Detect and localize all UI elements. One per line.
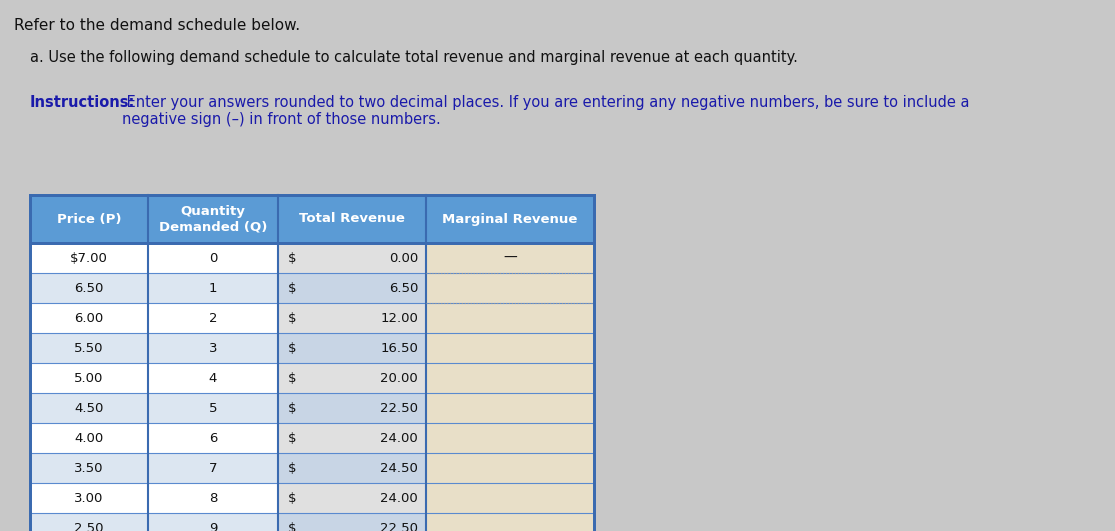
Text: 6.50: 6.50: [75, 281, 104, 295]
Bar: [30, 453, 148, 483]
Bar: [148, 513, 278, 531]
Bar: [148, 273, 278, 303]
Text: a. Use the following demand schedule to calculate total revenue and marginal rev: a. Use the following demand schedule to …: [30, 50, 798, 65]
Bar: [278, 483, 426, 513]
Text: $7.00: $7.00: [70, 252, 108, 264]
Bar: [148, 363, 278, 393]
Text: 16.50: 16.50: [380, 341, 418, 355]
Bar: [278, 453, 426, 483]
Text: 5.50: 5.50: [75, 341, 104, 355]
Bar: [426, 483, 594, 513]
Text: Price (P): Price (P): [57, 212, 122, 226]
Text: 24.00: 24.00: [380, 432, 418, 444]
Text: 3: 3: [209, 341, 217, 355]
Text: 8: 8: [209, 492, 217, 504]
Text: Total Revenue: Total Revenue: [299, 212, 405, 226]
Text: 4.50: 4.50: [75, 401, 104, 415]
Bar: [426, 513, 594, 531]
Bar: [426, 333, 594, 363]
Text: $: $: [288, 281, 297, 295]
Text: 5.00: 5.00: [75, 372, 104, 384]
Text: 22.50: 22.50: [380, 401, 418, 415]
Text: 2: 2: [209, 312, 217, 324]
Bar: [30, 363, 148, 393]
Text: $: $: [288, 521, 297, 531]
Text: 3.50: 3.50: [75, 461, 104, 475]
Text: 24.00: 24.00: [380, 492, 418, 504]
Bar: [426, 273, 594, 303]
Bar: [148, 423, 278, 453]
Text: $: $: [288, 432, 297, 444]
Text: 3.00: 3.00: [75, 492, 104, 504]
Bar: [278, 273, 426, 303]
Bar: [30, 423, 148, 453]
Text: 24.50: 24.50: [380, 461, 418, 475]
Bar: [426, 393, 594, 423]
Text: $: $: [288, 252, 297, 264]
Bar: [278, 333, 426, 363]
Text: 1: 1: [209, 281, 217, 295]
Text: 6.50: 6.50: [389, 281, 418, 295]
Text: 4.00: 4.00: [75, 432, 104, 444]
Text: 7: 7: [209, 461, 217, 475]
Text: —: —: [503, 251, 517, 265]
Bar: [148, 303, 278, 333]
Bar: [426, 243, 594, 273]
Text: $: $: [288, 401, 297, 415]
Bar: [426, 363, 594, 393]
Bar: [30, 273, 148, 303]
Text: 2.50: 2.50: [75, 521, 104, 531]
Text: $: $: [288, 461, 297, 475]
Bar: [278, 513, 426, 531]
Bar: [426, 423, 594, 453]
Bar: [148, 483, 278, 513]
Bar: [148, 333, 278, 363]
Bar: [148, 453, 278, 483]
Bar: [426, 453, 594, 483]
Bar: [278, 243, 426, 273]
Text: 6.00: 6.00: [75, 312, 104, 324]
Text: $: $: [288, 341, 297, 355]
Bar: [30, 333, 148, 363]
Bar: [426, 303, 594, 333]
Bar: [278, 303, 426, 333]
Text: 6: 6: [209, 432, 217, 444]
Bar: [30, 393, 148, 423]
Bar: [278, 423, 426, 453]
Text: Refer to the demand schedule below.: Refer to the demand schedule below.: [14, 18, 300, 33]
Bar: [30, 243, 148, 273]
Text: Enter your answers rounded to two decimal places. If you are entering any negati: Enter your answers rounded to two decima…: [122, 95, 970, 127]
Bar: [30, 483, 148, 513]
Text: 20.00: 20.00: [380, 372, 418, 384]
Bar: [30, 303, 148, 333]
Text: $: $: [288, 372, 297, 384]
Bar: [30, 513, 148, 531]
Text: 5: 5: [209, 401, 217, 415]
Text: 22.50: 22.50: [380, 521, 418, 531]
Text: 9: 9: [209, 521, 217, 531]
Text: Instructions:: Instructions:: [30, 95, 135, 110]
Text: $: $: [288, 312, 297, 324]
Bar: [30, 195, 594, 243]
Bar: [278, 393, 426, 423]
Text: 0: 0: [209, 252, 217, 264]
Text: 12.00: 12.00: [380, 312, 418, 324]
Bar: [278, 363, 426, 393]
Text: 4: 4: [209, 372, 217, 384]
Bar: [30, 195, 594, 531]
Bar: [148, 243, 278, 273]
Text: $: $: [288, 492, 297, 504]
Text: Marginal Revenue: Marginal Revenue: [443, 212, 578, 226]
Text: 0.00: 0.00: [389, 252, 418, 264]
Text: Quantity
Demanded (Q): Quantity Demanded (Q): [158, 205, 268, 233]
Bar: [148, 393, 278, 423]
